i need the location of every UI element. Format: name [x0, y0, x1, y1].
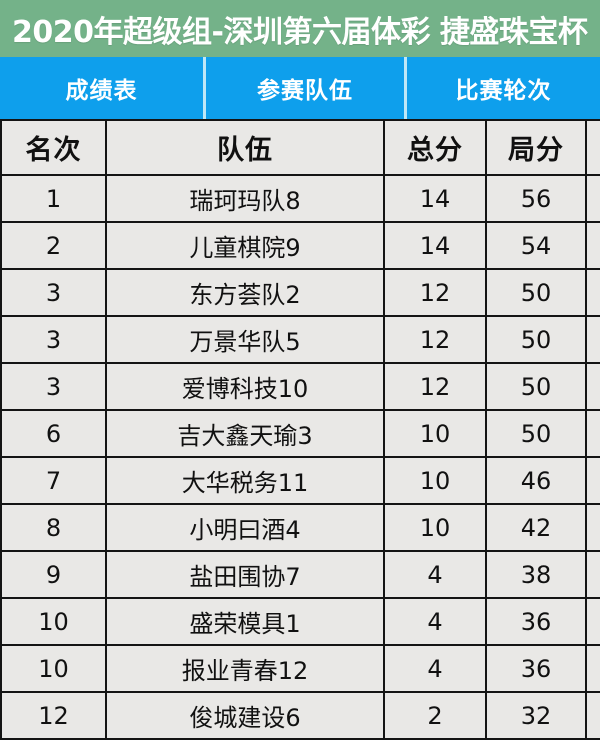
cell-rank: 3: [0, 268, 107, 317]
table-row[interactable]: 9 盐田围协7 4 38: [0, 550, 600, 599]
cell-total: 12: [383, 268, 487, 317]
cell-extra: [585, 315, 600, 364]
cell-extra: [585, 174, 600, 223]
cell-team: 俊城建设6: [105, 691, 385, 740]
cell-team: 吉大鑫天瑜3: [105, 409, 385, 458]
standings-table: 名次 队伍 总分 局分 1 瑞珂玛队8 14 56 2 儿童棋院9: [0, 119, 600, 740]
cell-rank: 10: [0, 597, 107, 646]
cell-rank: 2: [0, 221, 107, 270]
cell-team: 东方荟队2: [105, 268, 385, 317]
table-body: 1 瑞珂玛队8 14 56 2 儿童棋院9 14 54 3 东方荟队2 12: [0, 174, 600, 740]
cell-extra: [585, 691, 600, 740]
cell-rank: 3: [0, 362, 107, 411]
cell-game: 54: [485, 221, 587, 270]
cell-total: 12: [383, 315, 487, 364]
table-header-row: 名次 队伍 总分 局分: [0, 119, 600, 176]
cell-extra: [585, 268, 600, 317]
cell-game: 50: [485, 409, 587, 458]
table-row[interactable]: 1 瑞珂玛队8 14 56: [0, 174, 600, 223]
tab-divider-2: [404, 57, 407, 119]
column-header-extra: [585, 119, 600, 176]
table-row[interactable]: 12 俊城建设6 2 32: [0, 691, 600, 740]
standings-table-container: 名次 队伍 总分 局分 1 瑞珂玛队8 14 56 2 儿童棋院9: [0, 119, 600, 745]
tab-label: 参赛队伍: [257, 78, 353, 104]
cell-total: 4: [383, 550, 487, 599]
table-row[interactable]: 8 小明曰酒4 10 42: [0, 503, 600, 552]
table-row[interactable]: 7 大华税务11 10 46: [0, 456, 600, 505]
cell-extra: [585, 362, 600, 411]
cell-extra: [585, 221, 600, 270]
cell-extra: [585, 409, 600, 458]
cell-extra: [585, 456, 600, 505]
tab-score-table[interactable]: 成绩表: [0, 57, 203, 119]
cell-rank: 10: [0, 644, 107, 693]
cell-team: 小明曰酒4: [105, 503, 385, 552]
cell-game: 42: [485, 503, 587, 552]
column-header-rank: 名次: [0, 119, 107, 176]
table-row[interactable]: 10 报业青春12 4 36: [0, 644, 600, 693]
table-row[interactable]: 6 吉大鑫天瑜3 10 50: [0, 409, 600, 458]
cell-game: 50: [485, 315, 587, 364]
cell-total: 12: [383, 362, 487, 411]
table-row[interactable]: 3 万景华队5 12 50: [0, 315, 600, 364]
cell-game: 50: [485, 362, 587, 411]
cell-team: 大华税务11: [105, 456, 385, 505]
cell-team: 儿童棋院9: [105, 221, 385, 270]
cell-total: 14: [383, 221, 487, 270]
cell-team: 爱博科技10: [105, 362, 385, 411]
cell-total: 10: [383, 503, 487, 552]
column-header-total: 总分: [383, 119, 487, 176]
table-row[interactable]: 3 爱博科技10 12 50: [0, 362, 600, 411]
cell-team: 报业青春12: [105, 644, 385, 693]
cell-game: 50: [485, 268, 587, 317]
cell-rank: 6: [0, 409, 107, 458]
table-row[interactable]: 2 儿童棋院9 14 54: [0, 221, 600, 270]
header-banner: 2020年超级组-深圳第六届体彩 捷盛珠宝杯: [0, 0, 600, 57]
cell-total: 10: [383, 409, 487, 458]
cell-total: 4: [383, 597, 487, 646]
cell-team: 盐田围协7: [105, 550, 385, 599]
cell-game: 46: [485, 456, 587, 505]
cell-extra: [585, 597, 600, 646]
cell-team: 瑞珂玛队8: [105, 174, 385, 223]
cell-rank: 1: [0, 174, 107, 223]
tab-teams[interactable]: 参赛队伍: [206, 57, 404, 119]
cell-extra: [585, 503, 600, 552]
cell-game: 32: [485, 691, 587, 740]
tab-label: 成绩表: [65, 78, 138, 104]
cell-game: 36: [485, 597, 587, 646]
tab-divider-1: [203, 57, 206, 119]
cell-rank: 8: [0, 503, 107, 552]
cell-rank: 9: [0, 550, 107, 599]
cell-total: 4: [383, 644, 487, 693]
cell-team: 万景华队5: [105, 315, 385, 364]
cell-team: 盛荣模具1: [105, 597, 385, 646]
cell-rank: 7: [0, 456, 107, 505]
cell-game: 36: [485, 644, 587, 693]
cell-extra: [585, 644, 600, 693]
cell-rank: 12: [0, 691, 107, 740]
cell-game: 56: [485, 174, 587, 223]
tab-bar: 成绩表 参赛队伍 比赛轮次: [0, 57, 600, 119]
cell-total: 2: [383, 691, 487, 740]
page-title: 2020年超级组-深圳第六届体彩 捷盛珠宝杯: [12, 14, 588, 50]
table-row[interactable]: 3 东方荟队2 12 50: [0, 268, 600, 317]
cell-extra: [585, 550, 600, 599]
column-header-team: 队伍: [105, 119, 385, 176]
table-row[interactable]: 10 盛荣模具1 4 36: [0, 597, 600, 646]
column-header-game: 局分: [485, 119, 587, 176]
tab-label: 比赛轮次: [455, 78, 552, 104]
cell-total: 14: [383, 174, 487, 223]
cell-rank: 3: [0, 315, 107, 364]
cell-game: 38: [485, 550, 587, 599]
cell-total: 10: [383, 456, 487, 505]
tab-rounds[interactable]: 比赛轮次: [407, 57, 600, 119]
